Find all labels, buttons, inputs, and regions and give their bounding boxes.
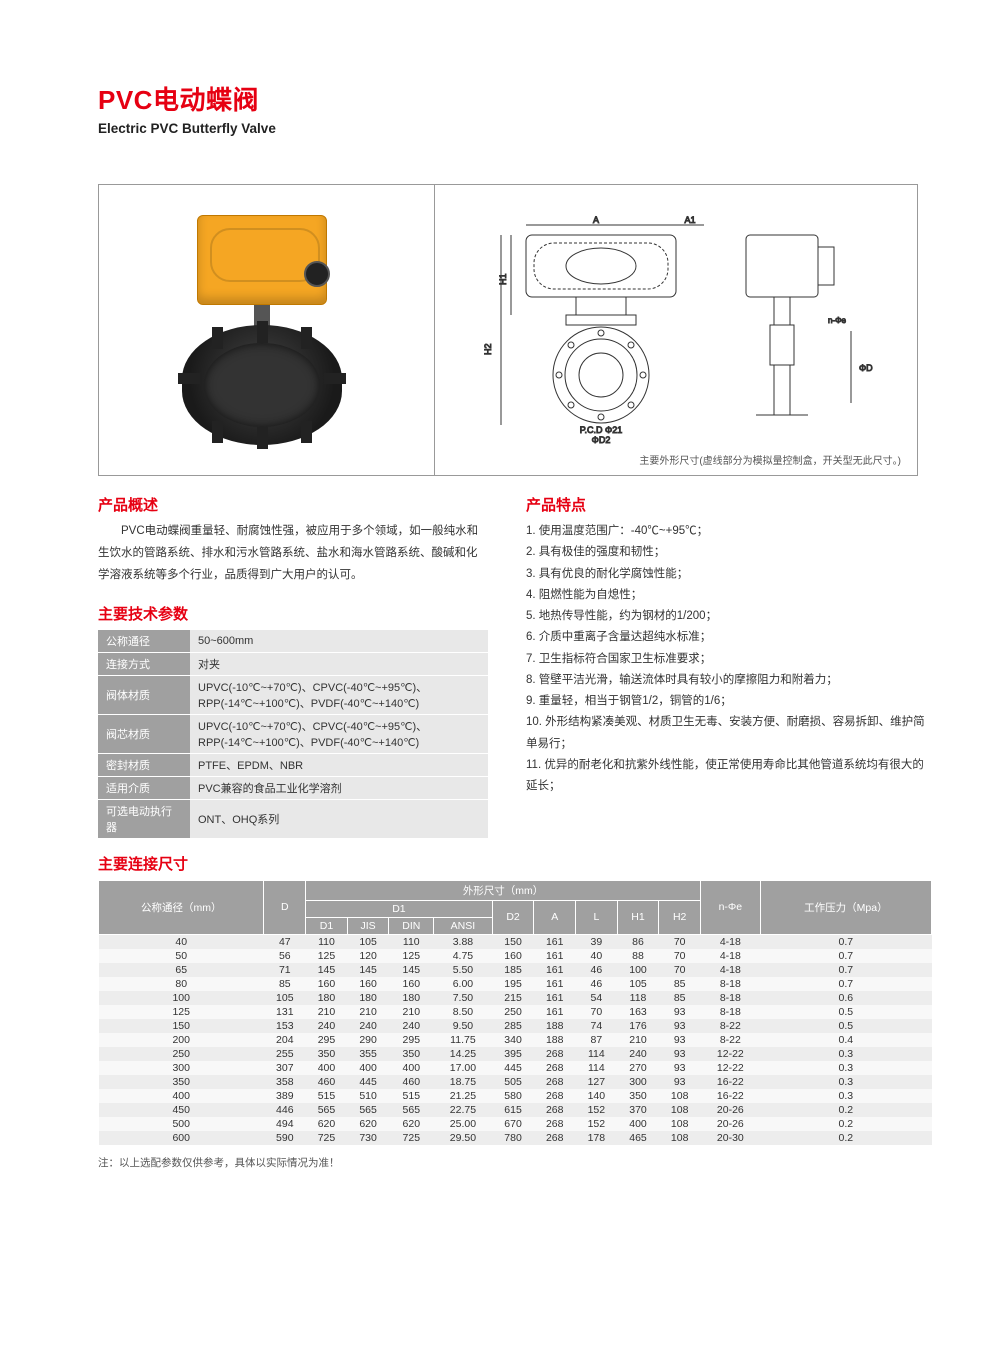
spec-label: 可选电动执行器 bbox=[98, 799, 190, 838]
dim-row: 65711451451455.5018516146100704-180.7 bbox=[99, 963, 932, 977]
spec-label: 密封材质 bbox=[98, 753, 190, 776]
feature-item: 2. 具有极佳的强度和韧性； bbox=[526, 542, 926, 563]
overview-text: PVC电动蝶阀重量轻、耐腐蚀性强，被应用于多个领域，如一般纯水和生饮水的管路系统… bbox=[98, 521, 488, 587]
dim-row: 60059072573072529.5078026817846510820-30… bbox=[99, 1131, 932, 1145]
dim-row: 1001051801801807.5021516154118858-180.6 bbox=[99, 991, 932, 1005]
spec-value: UPVC(-10℃~+70℃)、CPVC(-40℃~+95℃)、RPP(-14℃… bbox=[190, 675, 488, 714]
spec-value: 对夹 bbox=[190, 652, 488, 675]
spec-value: PTFE、EPDM、NBR bbox=[190, 753, 488, 776]
feature-item: 6. 介质中重离子含量达超纯水标准； bbox=[526, 627, 926, 648]
specs-table: 公称通径50~600mm连接方式对夹阀体材质UPVC(-10℃~+70℃)、CP… bbox=[98, 630, 488, 839]
dim-row: 80851601601606.0019516146105858-180.7 bbox=[99, 977, 932, 991]
feature-item: 3. 具有优良的耐化学腐蚀性能； bbox=[526, 564, 926, 585]
svg-text:ΦD: ΦD bbox=[859, 363, 873, 373]
feature-item: 8. 管壁平洁光滑，输送流体时具有较小的摩擦阻力和附着力； bbox=[526, 670, 926, 691]
dimension-diagram-box: H2 H1 A A1 P.C.D Φ21 ΦD2 bbox=[434, 184, 918, 476]
dim-row: 50561251201254.751601614088704-180.7 bbox=[99, 949, 932, 963]
diagram-note: 主要外形尺寸(虚线部分为模拟量控制盒，开关型无此尺寸。) bbox=[639, 452, 901, 467]
spec-label: 阀体材质 bbox=[98, 675, 190, 714]
product-photo-box bbox=[98, 184, 434, 476]
feature-item: 7. 卫生指标符合国家卫生标准要求； bbox=[526, 649, 926, 670]
dim-row: 25025535035535014.253952681142409312-220… bbox=[99, 1047, 932, 1061]
dim-row: 30030740040040017.004452681142709312-220… bbox=[99, 1061, 932, 1075]
bottom-note: 注：以上选配参数仅供参考，具体以实际情况为准！ bbox=[98, 1155, 932, 1170]
overview-heading: 产品概述 bbox=[98, 494, 488, 515]
svg-text:H1: H1 bbox=[498, 273, 508, 285]
dim-row: 1251312102102108.5025016170163938-180.5 bbox=[99, 1005, 932, 1019]
features-list: 1. 使用温度范围广：-40℃~+95℃；2. 具有极佳的强度和韧性；3. 具有… bbox=[526, 521, 926, 797]
title-en: Electric PVC Butterfly Valve bbox=[98, 121, 932, 136]
svg-text:A1: A1 bbox=[684, 215, 695, 225]
dim-row: 1501532402402409.5028518874176938-220.5 bbox=[99, 1019, 932, 1033]
features-heading: 产品特点 bbox=[526, 494, 926, 515]
specs-heading: 主要技术参数 bbox=[98, 603, 488, 624]
svg-text:P.C.D Φ21: P.C.D Φ21 bbox=[580, 425, 623, 435]
svg-text:A: A bbox=[593, 215, 599, 225]
feature-item: 1. 使用温度范围广：-40℃~+95℃； bbox=[526, 521, 926, 542]
feature-item: 10. 外形结构紧凑美观、材质卫生无毒、安装方便、耐磨损、容易拆卸、维护简单易行… bbox=[526, 712, 926, 755]
product-photo bbox=[142, 205, 392, 455]
svg-text:n-Φe: n-Φe bbox=[828, 316, 846, 325]
spec-label: 公称通径 bbox=[98, 630, 190, 653]
dim-row: 50049462062062025.0067026815240010820-26… bbox=[99, 1117, 932, 1131]
dimension-diagram: H2 H1 A A1 P.C.D Φ21 ΦD2 bbox=[456, 215, 896, 445]
dim-row: 40471101051103.881501613986704-180.7 bbox=[99, 934, 932, 949]
title-cn: PVC电动蝶阀 bbox=[98, 80, 932, 117]
spec-value: 50~600mm bbox=[190, 630, 488, 653]
dim-row: 40038951551051521.2558026814035010816-22… bbox=[99, 1089, 932, 1103]
dim-row: 20020429529029511.7534018887210938-220.4 bbox=[99, 1033, 932, 1047]
dims-heading: 主要连接尺寸 bbox=[98, 853, 932, 874]
svg-text:ΦD2: ΦD2 bbox=[592, 435, 611, 445]
feature-item: 5. 地热传导性能，约为钢材的1/200； bbox=[526, 606, 926, 627]
feature-item: 4. 阻燃性能为自熄性； bbox=[526, 585, 926, 606]
figure-row: H2 H1 A A1 P.C.D Φ21 ΦD2 bbox=[98, 184, 932, 476]
feature-item: 9. 重量轻，相当于钢管1/2，铜管的1/6； bbox=[526, 691, 926, 712]
spec-value: ONT、OHQ系列 bbox=[190, 799, 488, 838]
dims-table: 公称通径（mm） D 外形尺寸（mm） n-Φe 工作压力（Mpa） D1 D2… bbox=[98, 880, 932, 1145]
feature-item: 11. 优异的耐老化和抗紫外线性能，使正常使用寿命比其他管道系统均有很大的延长； bbox=[526, 755, 926, 798]
spec-value: UPVC(-10℃~+70℃)、CPVC(-40℃~+95℃)、RPP(-14℃… bbox=[190, 714, 488, 753]
spec-label: 适用介质 bbox=[98, 776, 190, 799]
spec-label: 连接方式 bbox=[98, 652, 190, 675]
svg-text:H2: H2 bbox=[483, 343, 493, 355]
dim-row: 35035846044546018.755052681273009316-220… bbox=[99, 1075, 932, 1089]
spec-value: PVC兼容的食品工业化学溶剂 bbox=[190, 776, 488, 799]
dim-row: 45044656556556522.7561526815237010820-26… bbox=[99, 1103, 932, 1117]
spec-label: 阀芯材质 bbox=[98, 714, 190, 753]
